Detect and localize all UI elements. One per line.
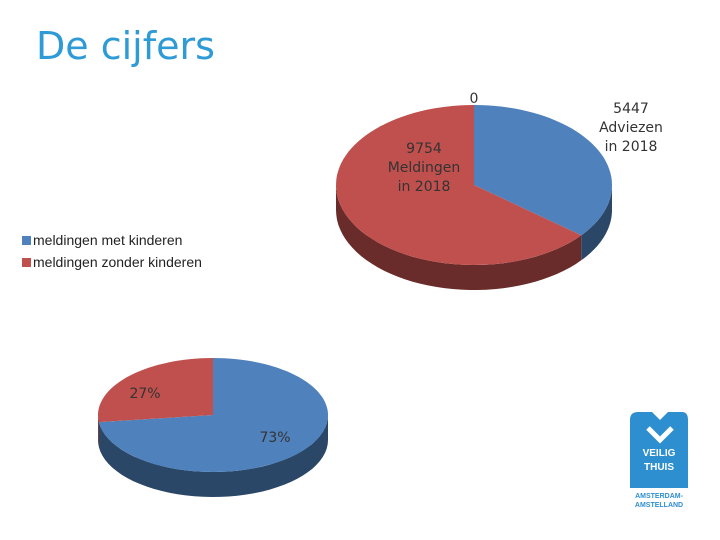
legend-item: meldingen met kinderen [22, 232, 182, 248]
pie-slice [98, 358, 329, 472]
data-label: 5447 Adviezen in 2018 [599, 101, 663, 155]
logo-sub: AMSTERDAM- [635, 493, 683, 500]
data-label: 9754 Meldingen in 2018 [387, 141, 461, 195]
logo-text: VEILIG [643, 448, 676, 459]
legend-swatch [22, 257, 31, 267]
pie-slice [474, 105, 612, 236]
logo-mark [646, 426, 674, 444]
data-label: 27% [129, 386, 161, 402]
legend-swatch [22, 235, 31, 245]
pie-side [98, 415, 99, 448]
legend-label: meldingen met kinderen [33, 232, 183, 248]
pie-slice [336, 105, 582, 265]
logo-sub: AMSTELLAND [635, 502, 683, 509]
pie-side [98, 415, 329, 497]
pie-slice [98, 358, 213, 423]
logo-text: THUIS [644, 462, 674, 473]
data-label: 73% [259, 430, 291, 446]
data-label: 0 [469, 91, 479, 107]
pie-side [336, 185, 582, 290]
pie-side [581, 185, 612, 261]
legend-item: meldingen zonder kinderen [22, 254, 202, 270]
slide-title: De cijfers [36, 24, 215, 68]
legend-label: meldingen zonder kinderen [33, 254, 202, 270]
logo-shape [630, 412, 688, 488]
